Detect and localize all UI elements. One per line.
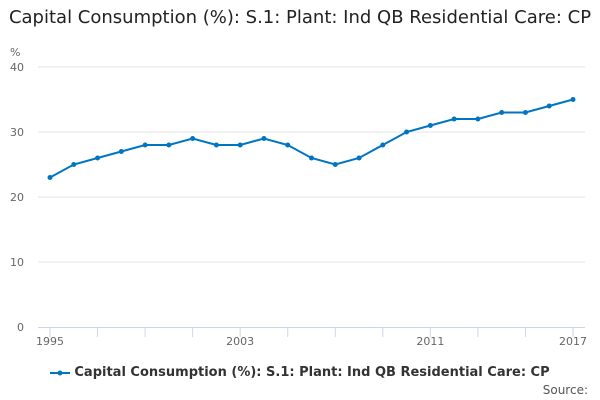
data-point [404, 129, 410, 135]
legend-line-icon [50, 370, 71, 375]
x-tick-label: 2003 [226, 335, 254, 348]
x-tick-label: 2017 [559, 335, 587, 348]
data-point [142, 142, 148, 148]
data-point [451, 116, 457, 122]
data-point [118, 149, 124, 154]
data-point [499, 110, 505, 115]
y-tick-label: 30 [10, 126, 24, 139]
chart-title: Capital Consumption (%): S.1: Plant: Ind… [8, 7, 592, 28]
data-point [261, 136, 267, 141]
data-point [475, 116, 481, 122]
y-tick-label: 10 [10, 256, 24, 269]
y-tick-label: 20 [10, 191, 24, 204]
data-point [380, 142, 386, 148]
y-axis-label: % [10, 46, 20, 59]
legend[interactable]: Capital Consumption (%): S.1: Plant: Ind… [0, 365, 600, 380]
x-tick-label: 1995 [36, 335, 64, 348]
data-point [427, 123, 433, 128]
data-point [309, 155, 314, 161]
data-point [47, 175, 53, 180]
data-point [332, 162, 338, 167]
data-point [237, 142, 243, 148]
data-point [356, 155, 362, 161]
data-point [71, 162, 77, 167]
data-point [213, 142, 219, 148]
data-point [285, 142, 291, 148]
data-point [570, 97, 576, 102]
data-point [546, 103, 552, 109]
y-tick-label: 40 [10, 61, 24, 74]
y-tick-label: 0 [17, 321, 24, 334]
legend-label: Capital Consumption (%): S.1: Plant: Ind… [74, 365, 550, 380]
data-point [95, 155, 101, 161]
series-line [49, 98, 574, 179]
x-tick-label: 2011 [416, 335, 444, 348]
source-label: Source: [542, 383, 588, 397]
data-point [522, 110, 528, 115]
data-point [190, 136, 196, 141]
data-point [166, 142, 172, 148]
